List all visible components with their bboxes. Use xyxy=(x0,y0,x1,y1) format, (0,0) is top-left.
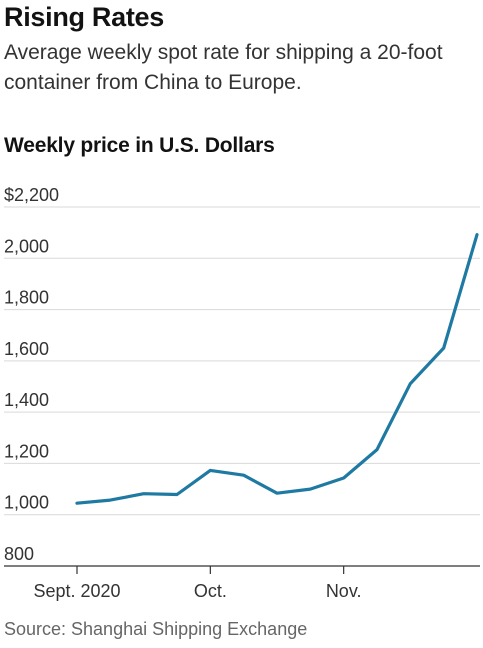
chart-title: Rising Rates xyxy=(4,2,164,32)
y-tick-label: $2,200 xyxy=(4,185,59,205)
x-tick-label: Sept. 2020 xyxy=(33,581,120,601)
y-tick-label: 1,200 xyxy=(4,441,49,461)
chart-subtitle: Average weekly spot rate for shipping a … xyxy=(4,41,443,94)
y-tick-label: 2,000 xyxy=(4,236,49,256)
y-tick-label: 1,400 xyxy=(4,390,49,410)
y-tick-label: 1,800 xyxy=(4,288,49,308)
y-tick-label: 1,000 xyxy=(4,493,49,513)
gridlines xyxy=(4,206,480,516)
source-note: Source: Shanghai Shipping Exchange xyxy=(4,619,308,639)
y-tick-label: 1,600 xyxy=(4,339,49,359)
x-axis: Sept. 2020 Oct. Nov. xyxy=(4,565,480,601)
line-chart: 8001,0001,2001,4001,6001,8002,000$2,200 … xyxy=(4,185,480,601)
spot-rate-line xyxy=(75,233,479,505)
x-tick-label: Nov. xyxy=(326,581,362,601)
y-axis-labels: 800 1,000 1,200 1,400 1,600 1,800 2,000 $2,200 xyxy=(4,185,59,564)
x-tick-label: Oct. xyxy=(194,581,227,601)
unit-label: Weekly price in U.S. Dollars xyxy=(4,134,275,157)
y-tick-label: 800 xyxy=(4,544,34,564)
series-lines xyxy=(75,233,479,505)
